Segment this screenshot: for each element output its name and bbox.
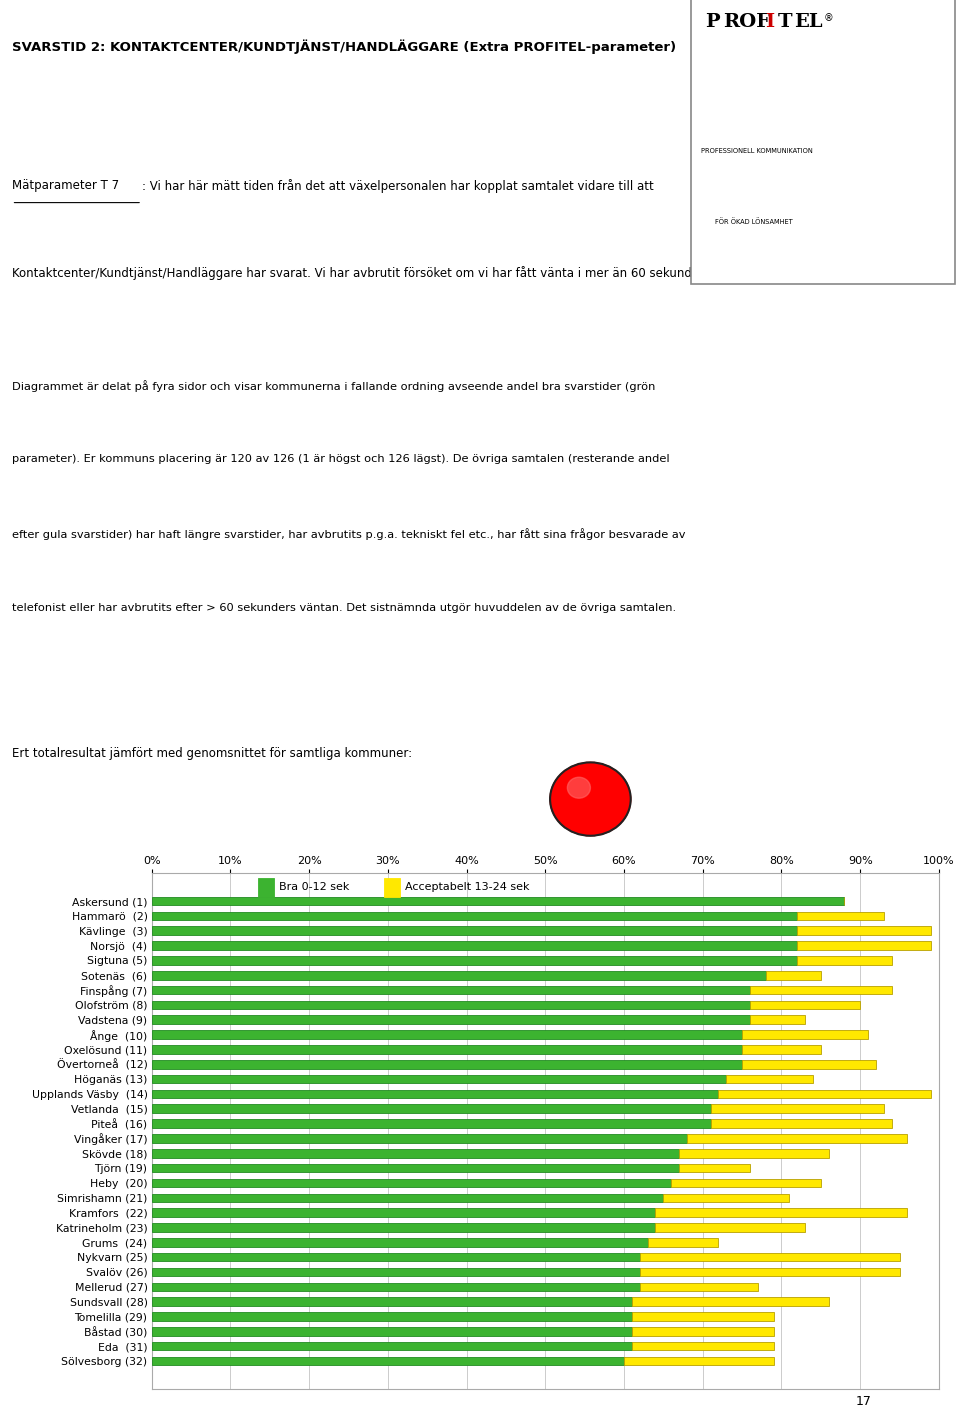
Text: Bra 0-12 sek: Bra 0-12 sek: [279, 882, 349, 893]
Text: Diagrammet är delat på fyra sidor och visar kommunerna i fallande ordning avseen: Diagrammet är delat på fyra sidor och vi…: [12, 381, 655, 392]
Text: Acceptabelt 13-24 sek: Acceptabelt 13-24 sek: [405, 882, 530, 893]
Bar: [797, 912, 884, 920]
Bar: [152, 1164, 679, 1173]
Bar: [152, 971, 766, 980]
Bar: [648, 1238, 718, 1247]
Bar: [152, 1312, 632, 1321]
Bar: [384, 878, 399, 897]
Bar: [152, 1015, 750, 1024]
Bar: [766, 971, 821, 980]
Bar: [656, 1223, 805, 1231]
Bar: [718, 1089, 931, 1098]
Bar: [656, 1208, 907, 1217]
Bar: [152, 1045, 742, 1054]
Bar: [742, 1059, 876, 1069]
Bar: [742, 1045, 821, 1054]
Text: I: I: [765, 13, 775, 31]
Bar: [152, 1075, 727, 1083]
Bar: [152, 1059, 742, 1069]
Text: EL: EL: [794, 13, 823, 31]
Bar: [687, 1135, 907, 1143]
Bar: [152, 1031, 742, 1039]
Bar: [750, 985, 892, 994]
Bar: [152, 1282, 639, 1291]
Bar: [632, 1298, 828, 1306]
Bar: [639, 1252, 900, 1261]
Text: Mätparameter T 7: Mätparameter T 7: [12, 179, 119, 192]
Bar: [750, 1015, 805, 1024]
Bar: [152, 1342, 632, 1350]
Bar: [632, 1312, 774, 1321]
Text: FÖR ÖKAD LÖNSAMHET: FÖR ÖKAD LÖNSAMHET: [715, 219, 793, 226]
Bar: [152, 1135, 687, 1143]
Bar: [152, 1208, 656, 1217]
Bar: [152, 1179, 671, 1187]
Bar: [152, 1223, 656, 1231]
Text: parameter). Er kommuns placering är 120 av 126 (1 är högst och 126 lägst). De öv: parameter). Er kommuns placering är 120 …: [12, 454, 669, 464]
Bar: [152, 1105, 710, 1113]
Bar: [152, 897, 845, 906]
Bar: [152, 941, 797, 950]
Text: PROFESSIONELL KOMMUNIKATION: PROFESSIONELL KOMMUNIKATION: [701, 149, 812, 155]
Bar: [710, 1119, 892, 1127]
Bar: [797, 941, 931, 950]
Bar: [639, 1268, 900, 1277]
Circle shape: [567, 777, 590, 798]
Bar: [679, 1164, 750, 1173]
Text: efter gula svarstider) har haft längre svarstider, har avbrutits p.g.a. tekniskt: efter gula svarstider) har haft längre s…: [12, 528, 685, 540]
Bar: [750, 1001, 860, 1010]
Bar: [258, 878, 274, 897]
Bar: [152, 1089, 718, 1098]
Bar: [152, 1252, 639, 1261]
Bar: [671, 1179, 821, 1187]
Bar: [152, 1268, 639, 1277]
Text: : Vi har här mätt tiden från det att växelpersonalen har kopplat samtalet vidare: : Vi har här mätt tiden från det att väx…: [142, 179, 654, 193]
Text: ROF: ROF: [723, 13, 770, 31]
Bar: [152, 1149, 679, 1157]
Bar: [152, 912, 797, 920]
Text: P: P: [706, 13, 720, 31]
Bar: [639, 1282, 757, 1291]
Bar: [152, 926, 797, 934]
Bar: [797, 956, 892, 964]
Text: telefonist eller har avbrutits efter > 60 sekunders väntan. Det sistnämnda utgör: telefonist eller har avbrutits efter > 6…: [12, 602, 676, 612]
Bar: [742, 1031, 868, 1039]
Text: 17: 17: [856, 1394, 872, 1409]
Text: Ert totalresultat jämfört med genomsnittet för samtliga kommuner:: Ert totalresultat jämfört med genomsnitt…: [12, 747, 412, 760]
Bar: [152, 1328, 632, 1336]
Bar: [632, 1342, 774, 1350]
Bar: [152, 1238, 648, 1247]
Bar: [152, 1119, 710, 1127]
Bar: [663, 1193, 789, 1203]
Bar: [152, 1193, 663, 1203]
Bar: [152, 1001, 750, 1010]
Bar: [152, 956, 797, 964]
Bar: [797, 926, 931, 934]
FancyBboxPatch shape: [691, 0, 955, 284]
Bar: [152, 985, 750, 994]
Circle shape: [550, 763, 631, 836]
Text: ®: ®: [824, 13, 833, 23]
Text: Kontaktcenter/Kundtjänst/Handläggare har svarat. Vi har avbrutit försöket om vi : Kontaktcenter/Kundtjänst/Handläggare har…: [12, 267, 707, 280]
Bar: [727, 1075, 813, 1083]
Text: SVARSTID 2: KONTAKTCENTER/KUNDTJÄNST/HANDLÄGGARE (Extra PROFITEL-parameter): SVARSTID 2: KONTAKTCENTER/KUNDTJÄNST/HAN…: [12, 40, 676, 54]
Bar: [632, 1328, 774, 1336]
Bar: [152, 1356, 624, 1365]
Bar: [152, 1298, 632, 1306]
Bar: [710, 1105, 884, 1113]
Bar: [624, 1356, 774, 1365]
Bar: [679, 1149, 828, 1157]
Text: T: T: [778, 13, 792, 31]
